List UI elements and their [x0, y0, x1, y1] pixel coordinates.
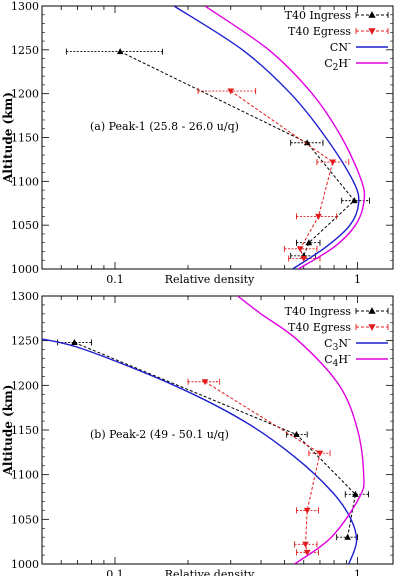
legend-entry-label: T40 Egress: [288, 321, 351, 334]
data-point: [293, 431, 300, 438]
data-point: [300, 255, 308, 262]
legend-label: T40 Egress: [288, 25, 351, 38]
data-point: [302, 541, 309, 548]
data-point: [315, 213, 322, 220]
plot-area: [65, 6, 370, 269]
y-tick-label: 1100: [11, 469, 39, 482]
legend-label-superscript: -: [348, 39, 351, 49]
y-tick-label: 1000: [11, 263, 39, 276]
y-axis-label: Altitude (km): [1, 385, 15, 477]
data-point: [303, 549, 311, 556]
legend-label-superscript: -: [348, 55, 351, 65]
series-line: [119, 51, 355, 256]
panel-annotation: (a) Peak-1 (25.8 - 26.0 u/q): [90, 120, 239, 133]
legend-entry-label: T40 Ingress: [285, 9, 352, 22]
legend-label: T40 Ingress: [285, 305, 352, 318]
data-point: [305, 239, 313, 246]
legend-entry-label: C4H-: [324, 351, 351, 369]
x-axis-label: Relative density: [165, 568, 255, 576]
x-tick-label: 1: [354, 273, 361, 286]
data-point: [296, 246, 304, 253]
panel-annotation: (b) Peak-2 (49 - 50.1 u/q): [90, 428, 229, 441]
y-tick-label: 1150: [11, 424, 39, 437]
data-point: [303, 507, 311, 514]
series-line: [230, 90, 334, 259]
legend-label-superscript: -: [348, 351, 351, 361]
legend-label-tail: H: [338, 353, 348, 366]
legend-swatch-marker: [368, 324, 376, 331]
legend-label-tail: H: [338, 57, 348, 70]
legend-label: C: [324, 353, 332, 366]
legend-label: T40 Egress: [288, 321, 351, 334]
legend-label: CN: [330, 41, 348, 54]
data-point: [116, 48, 124, 55]
series-line: [42, 338, 358, 564]
y-tick-label: 1300: [11, 0, 39, 13]
series-line: [74, 342, 356, 538]
series-line: [173, 6, 360, 269]
series-line: [237, 296, 365, 564]
legend-swatch-marker: [368, 307, 376, 314]
data-point: [352, 490, 359, 497]
series-line: [204, 6, 366, 269]
y-tick-label: 1200: [11, 88, 39, 101]
y-tick-label: 1150: [11, 132, 39, 145]
legend-label-subscript: 4: [333, 359, 339, 369]
data-point: [316, 450, 324, 457]
data-point: [71, 339, 78, 345]
legend-label-superscript: -: [348, 335, 351, 345]
y-tick-label: 1250: [11, 335, 39, 348]
legend-label: T40 Ingress: [285, 9, 352, 22]
x-tick-label: 1: [354, 568, 361, 576]
legend-entry-label: C2H-: [324, 55, 351, 73]
legend-label: C: [324, 337, 332, 350]
legend-entry-label: T40 Egress: [288, 25, 351, 38]
x-tick-label: 0.1: [106, 568, 124, 576]
y-tick-label: 1300: [11, 290, 39, 303]
data-point: [344, 533, 351, 540]
x-axis-label: Relative density: [165, 273, 255, 286]
chart-panel-bottom: 0.1 1 Relative density 1000 1050 1100 1150 1200…: [1, 290, 394, 576]
y-tick-label: 1050: [11, 513, 39, 526]
legend-entry-label: T40 Ingress: [285, 305, 352, 318]
legend-label-subscript: 2: [333, 63, 339, 73]
data-point: [227, 88, 235, 95]
data-point: [201, 379, 209, 386]
legend-label: C: [324, 57, 332, 70]
legend-swatch-marker: [368, 28, 376, 35]
legend-label-subscript: 3: [333, 343, 339, 353]
y-tick-label: 1200: [11, 379, 39, 392]
legend-entry-label: CN-: [330, 39, 351, 54]
y-axis-label: Altitude (km): [1, 92, 15, 184]
y-tick-label: 1100: [11, 175, 39, 188]
data-point: [329, 159, 337, 166]
legend-entry-label: C3N-: [324, 335, 351, 353]
data-point: [351, 197, 358, 204]
legend-swatch-marker: [368, 11, 376, 18]
y-tick-label: 1250: [11, 44, 39, 57]
legend-label-tail: N: [338, 337, 348, 350]
y-tick-label: 1000: [11, 558, 39, 571]
series-line: [204, 381, 321, 553]
x-tick-label: 0.1: [106, 273, 124, 286]
chart-panel-top: 0.1 1 Relative density 1000 1050 1100 1150 1200…: [1, 0, 394, 286]
y-tick-label: 1050: [11, 219, 39, 232]
plot-area: [42, 296, 370, 564]
